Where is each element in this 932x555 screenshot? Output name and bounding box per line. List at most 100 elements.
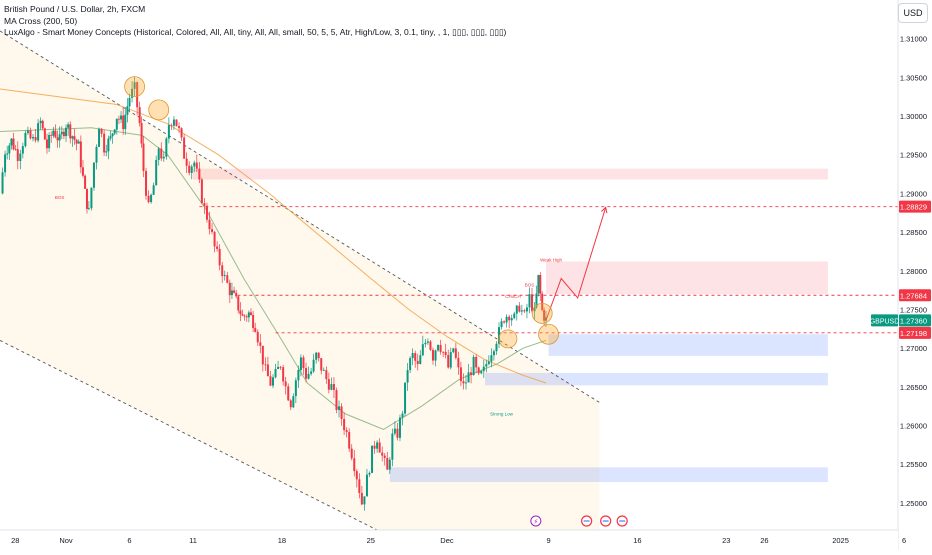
candle-body bbox=[462, 381, 465, 384]
time-axis-bg bbox=[0, 530, 898, 550]
candle-body bbox=[165, 138, 168, 157]
candle-body bbox=[322, 370, 325, 371]
structure-label: CHoCH bbox=[505, 294, 521, 299]
candle-body bbox=[421, 344, 424, 356]
ma-50-line bbox=[0, 127, 547, 430]
candle-body bbox=[29, 130, 32, 139]
candle-body bbox=[195, 162, 198, 169]
price-label-text: 1.27360 bbox=[900, 316, 927, 325]
candle-body bbox=[92, 162, 95, 188]
price-tick-label: 1.26000 bbox=[900, 422, 927, 431]
candle-body bbox=[543, 310, 546, 321]
candle-body bbox=[345, 430, 348, 433]
candle-body bbox=[363, 496, 366, 505]
candle-body bbox=[386, 457, 389, 470]
candle-body bbox=[39, 120, 42, 124]
candle-body bbox=[19, 153, 22, 162]
candle-body bbox=[482, 366, 485, 372]
candle-body bbox=[424, 342, 427, 345]
candle-body bbox=[256, 331, 259, 343]
candle-body bbox=[508, 316, 511, 321]
candle-body bbox=[320, 358, 323, 371]
candle-body bbox=[34, 137, 37, 141]
price-tick-label: 1.29500 bbox=[900, 151, 927, 160]
candle-body bbox=[307, 373, 310, 379]
candle-body bbox=[312, 359, 315, 372]
supply-zone bbox=[193, 168, 828, 180]
candle-body bbox=[289, 400, 292, 408]
price-tick-label: 1.27000 bbox=[900, 344, 927, 353]
candle-body bbox=[160, 148, 163, 159]
candle-body bbox=[162, 156, 165, 159]
candle-body bbox=[10, 138, 13, 146]
candle-body bbox=[157, 148, 160, 160]
time-tick-label: Nov bbox=[59, 536, 73, 545]
demand-zone bbox=[389, 467, 828, 483]
candle-body bbox=[221, 265, 224, 277]
candle-body bbox=[107, 138, 110, 152]
candle-body bbox=[205, 205, 208, 220]
candle-body bbox=[381, 452, 384, 456]
price-tick-label: 1.25000 bbox=[900, 499, 927, 508]
candle-body bbox=[297, 370, 300, 381]
candle-body bbox=[193, 162, 196, 167]
candle-body bbox=[241, 314, 244, 316]
candle-body bbox=[457, 357, 460, 368]
indicator-ma-cross[interactable]: MA Cross (200, 50) bbox=[4, 15, 78, 26]
candle-body bbox=[393, 428, 396, 434]
candle-body bbox=[368, 472, 371, 475]
candle-body bbox=[325, 370, 328, 380]
candle-body bbox=[343, 419, 346, 431]
candle-body bbox=[175, 119, 178, 127]
candle-body bbox=[145, 170, 148, 196]
candle-body bbox=[172, 119, 175, 126]
symbol-title[interactable]: British Pound / U.S. Dollar, 2h, FXCM bbox=[4, 4, 146, 14]
candle-body bbox=[126, 106, 129, 115]
candle-body bbox=[113, 129, 116, 134]
indicator-smart-money[interactable]: LuxAlgo - Smart Money Concepts (Historic… bbox=[4, 27, 507, 37]
candle-body bbox=[406, 370, 409, 383]
candle-body bbox=[518, 305, 521, 312]
candle-body bbox=[454, 348, 457, 358]
candle-body bbox=[452, 348, 455, 353]
candle-body bbox=[45, 139, 48, 149]
candle-body bbox=[467, 372, 470, 383]
candle-body bbox=[533, 307, 536, 312]
candle-body bbox=[396, 428, 399, 438]
candle-body bbox=[60, 131, 63, 135]
demand-zone bbox=[548, 334, 828, 356]
candle-body bbox=[398, 417, 401, 438]
candle-body bbox=[485, 364, 488, 367]
candle-body bbox=[449, 352, 452, 368]
candle-body bbox=[419, 355, 422, 365]
highlight-circle bbox=[124, 76, 145, 98]
candle-body bbox=[259, 342, 262, 346]
candle-body bbox=[52, 130, 55, 136]
candle-body bbox=[302, 357, 305, 369]
candle-body bbox=[245, 316, 248, 318]
candle-body bbox=[226, 275, 229, 283]
candle-body bbox=[67, 124, 70, 128]
candle-body bbox=[140, 123, 143, 144]
highlight-circle bbox=[538, 323, 559, 345]
candle-body bbox=[294, 380, 297, 397]
currency-button[interactable]: USD bbox=[898, 3, 928, 23]
candle-body bbox=[383, 455, 386, 458]
candle-body bbox=[353, 458, 356, 472]
price-tick-label: 1.29000 bbox=[900, 189, 927, 198]
candle-body bbox=[167, 124, 170, 139]
candle-body bbox=[305, 368, 308, 379]
candle-body bbox=[26, 130, 29, 134]
price-label bbox=[899, 314, 931, 327]
candle-body bbox=[315, 352, 318, 360]
candle-body bbox=[237, 296, 240, 311]
candle-body bbox=[95, 146, 98, 163]
candle-body bbox=[84, 175, 87, 189]
demand-zone bbox=[485, 372, 828, 386]
candle-body bbox=[373, 445, 376, 449]
structure-label: BOS bbox=[55, 195, 65, 200]
candle-body bbox=[299, 357, 302, 371]
price-tick-label: 1.30500 bbox=[900, 73, 927, 82]
